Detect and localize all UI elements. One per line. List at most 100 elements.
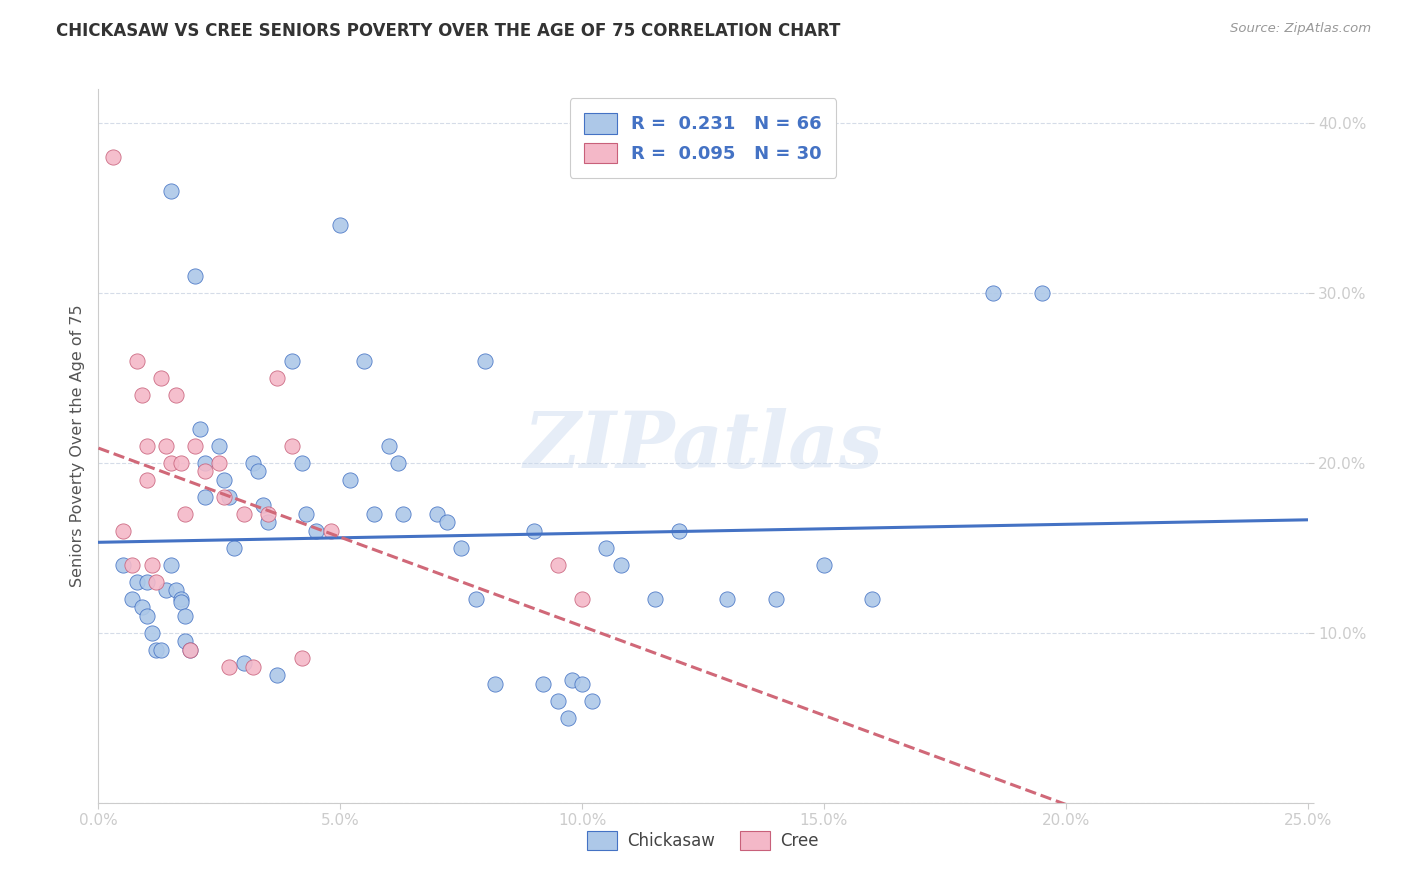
Point bbox=[135, 473, 157, 487]
Point bbox=[571, 677, 593, 691]
Point bbox=[281, 439, 304, 453]
Point bbox=[436, 516, 458, 530]
Point bbox=[155, 583, 177, 598]
Point bbox=[387, 456, 409, 470]
Point bbox=[135, 608, 157, 623]
Point bbox=[242, 660, 264, 674]
Point bbox=[127, 574, 149, 589]
Point bbox=[353, 354, 375, 368]
Text: ZIPatlas: ZIPatlas bbox=[523, 408, 883, 484]
Y-axis label: Seniors Poverty Over the Age of 75: Seniors Poverty Over the Age of 75 bbox=[69, 305, 84, 587]
Point bbox=[581, 694, 603, 708]
Point bbox=[339, 473, 361, 487]
Point bbox=[256, 516, 278, 530]
Point bbox=[184, 439, 207, 453]
Point bbox=[188, 422, 211, 436]
Point bbox=[222, 541, 245, 555]
Point bbox=[111, 524, 134, 538]
Point bbox=[131, 600, 153, 615]
Point bbox=[319, 524, 342, 538]
Point bbox=[484, 677, 506, 691]
Point bbox=[392, 507, 415, 521]
Point bbox=[668, 524, 690, 538]
Point bbox=[155, 439, 177, 453]
Point bbox=[127, 354, 149, 368]
Point bbox=[557, 711, 579, 725]
Point bbox=[150, 371, 173, 385]
Point bbox=[716, 591, 738, 606]
Point bbox=[165, 388, 187, 402]
Point bbox=[329, 218, 352, 232]
Point bbox=[450, 541, 472, 555]
Text: Source: ZipAtlas.com: Source: ZipAtlas.com bbox=[1230, 22, 1371, 36]
Point bbox=[218, 490, 240, 504]
Point bbox=[174, 608, 197, 623]
Point bbox=[860, 591, 883, 606]
Point bbox=[135, 574, 157, 589]
Point bbox=[464, 591, 486, 606]
Point bbox=[165, 583, 187, 598]
Point bbox=[232, 507, 254, 521]
Point bbox=[174, 507, 197, 521]
Point bbox=[160, 184, 183, 198]
Legend: Chickasaw, Cree: Chickasaw, Cree bbox=[579, 822, 827, 859]
Point bbox=[290, 456, 312, 470]
Point bbox=[145, 574, 167, 589]
Point bbox=[208, 439, 231, 453]
Point bbox=[256, 507, 278, 521]
Point bbox=[571, 591, 593, 606]
Point bbox=[184, 269, 207, 284]
Point bbox=[547, 694, 569, 708]
Point bbox=[252, 499, 274, 513]
Point bbox=[194, 490, 217, 504]
Point bbox=[1031, 286, 1053, 301]
Point bbox=[290, 651, 312, 665]
Point bbox=[121, 591, 143, 606]
Point bbox=[363, 507, 385, 521]
Point bbox=[169, 591, 191, 606]
Text: CHICKASAW VS CREE SENIORS POVERTY OVER THE AGE OF 75 CORRELATION CHART: CHICKASAW VS CREE SENIORS POVERTY OVER T… bbox=[56, 22, 841, 40]
Point bbox=[145, 643, 167, 657]
Point bbox=[295, 507, 318, 521]
Point bbox=[160, 456, 183, 470]
Point bbox=[266, 371, 288, 385]
Point bbox=[212, 473, 235, 487]
Point bbox=[247, 465, 270, 479]
Point bbox=[561, 673, 583, 688]
Point bbox=[208, 456, 231, 470]
Point bbox=[194, 465, 217, 479]
Point bbox=[242, 456, 264, 470]
Point bbox=[765, 591, 787, 606]
Point bbox=[150, 643, 173, 657]
Point bbox=[174, 634, 197, 648]
Point bbox=[981, 286, 1004, 301]
Point bbox=[644, 591, 666, 606]
Point bbox=[101, 150, 124, 164]
Point bbox=[595, 541, 617, 555]
Point bbox=[194, 456, 217, 470]
Point bbox=[169, 595, 191, 609]
Point bbox=[131, 388, 153, 402]
Point bbox=[135, 439, 157, 453]
Point bbox=[610, 558, 633, 572]
Point bbox=[179, 643, 201, 657]
Point bbox=[169, 456, 191, 470]
Point bbox=[377, 439, 399, 453]
Point bbox=[305, 524, 328, 538]
Point bbox=[281, 354, 304, 368]
Point bbox=[121, 558, 143, 572]
Point bbox=[111, 558, 134, 572]
Point bbox=[474, 354, 496, 368]
Point bbox=[813, 558, 835, 572]
Point bbox=[426, 507, 449, 521]
Point bbox=[531, 677, 554, 691]
Point bbox=[212, 490, 235, 504]
Point bbox=[141, 626, 163, 640]
Point bbox=[141, 558, 163, 572]
Point bbox=[160, 558, 183, 572]
Point bbox=[218, 660, 240, 674]
Point bbox=[179, 643, 201, 657]
Point bbox=[523, 524, 546, 538]
Point bbox=[547, 558, 569, 572]
Point bbox=[266, 668, 288, 682]
